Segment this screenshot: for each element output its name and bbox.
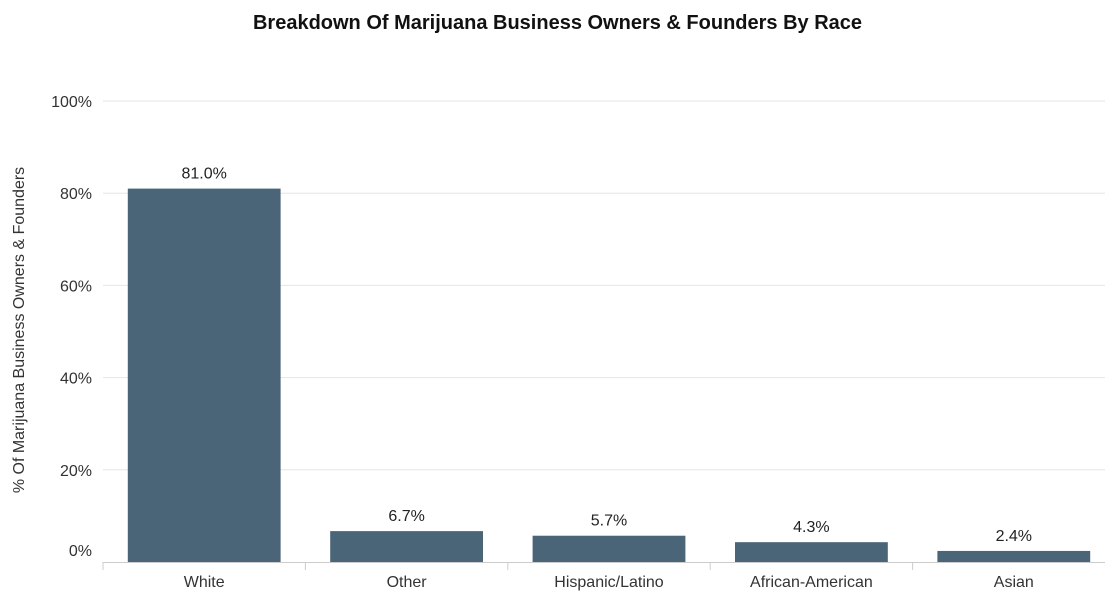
y-tick-label: 80% bbox=[60, 186, 92, 203]
bar-hispanic-latino bbox=[532, 535, 686, 562]
y-axis-title: % Of Marijuana Business Owners & Founder… bbox=[11, 167, 28, 493]
x-axis-tick-labels: White Other Hispanic/Latino African-America… bbox=[184, 574, 1034, 591]
data-label: 2.4% bbox=[996, 528, 1032, 545]
bar-african-american bbox=[734, 542, 888, 562]
y-tick-label: 100% bbox=[51, 94, 92, 111]
gridlines bbox=[103, 100, 1105, 471]
y-axis-tick-labels: 0% 20% 40% 60% 80% 100% bbox=[51, 94, 92, 560]
x-tick-label: Asian bbox=[994, 574, 1034, 591]
data-label: 81.0% bbox=[182, 166, 227, 183]
x-tick-label: White bbox=[184, 574, 225, 591]
chart-title: Breakdown Of Marijuana Business Owners &… bbox=[252, 12, 863, 34]
bar-white bbox=[127, 188, 281, 562]
y-tick-label: 40% bbox=[60, 371, 92, 388]
bars bbox=[127, 188, 1091, 562]
x-tick-label: Hispanic/Latino bbox=[554, 574, 664, 591]
data-labels: 81.0% 6.7% 5.7% 4.3% 2.4% bbox=[182, 166, 1033, 545]
y-tick-label: 60% bbox=[60, 278, 92, 295]
bar-asian bbox=[937, 550, 1091, 562]
y-tick-label: 0% bbox=[69, 543, 92, 560]
x-axis bbox=[102, 562, 1105, 570]
x-tick-label: African-American bbox=[750, 574, 873, 591]
x-tick-label: Other bbox=[387, 574, 428, 591]
y-tick-label: 20% bbox=[60, 463, 92, 480]
data-label: 5.7% bbox=[591, 513, 627, 530]
data-label: 4.3% bbox=[793, 519, 829, 536]
data-label: 6.7% bbox=[388, 508, 424, 525]
bar-other bbox=[330, 531, 484, 562]
